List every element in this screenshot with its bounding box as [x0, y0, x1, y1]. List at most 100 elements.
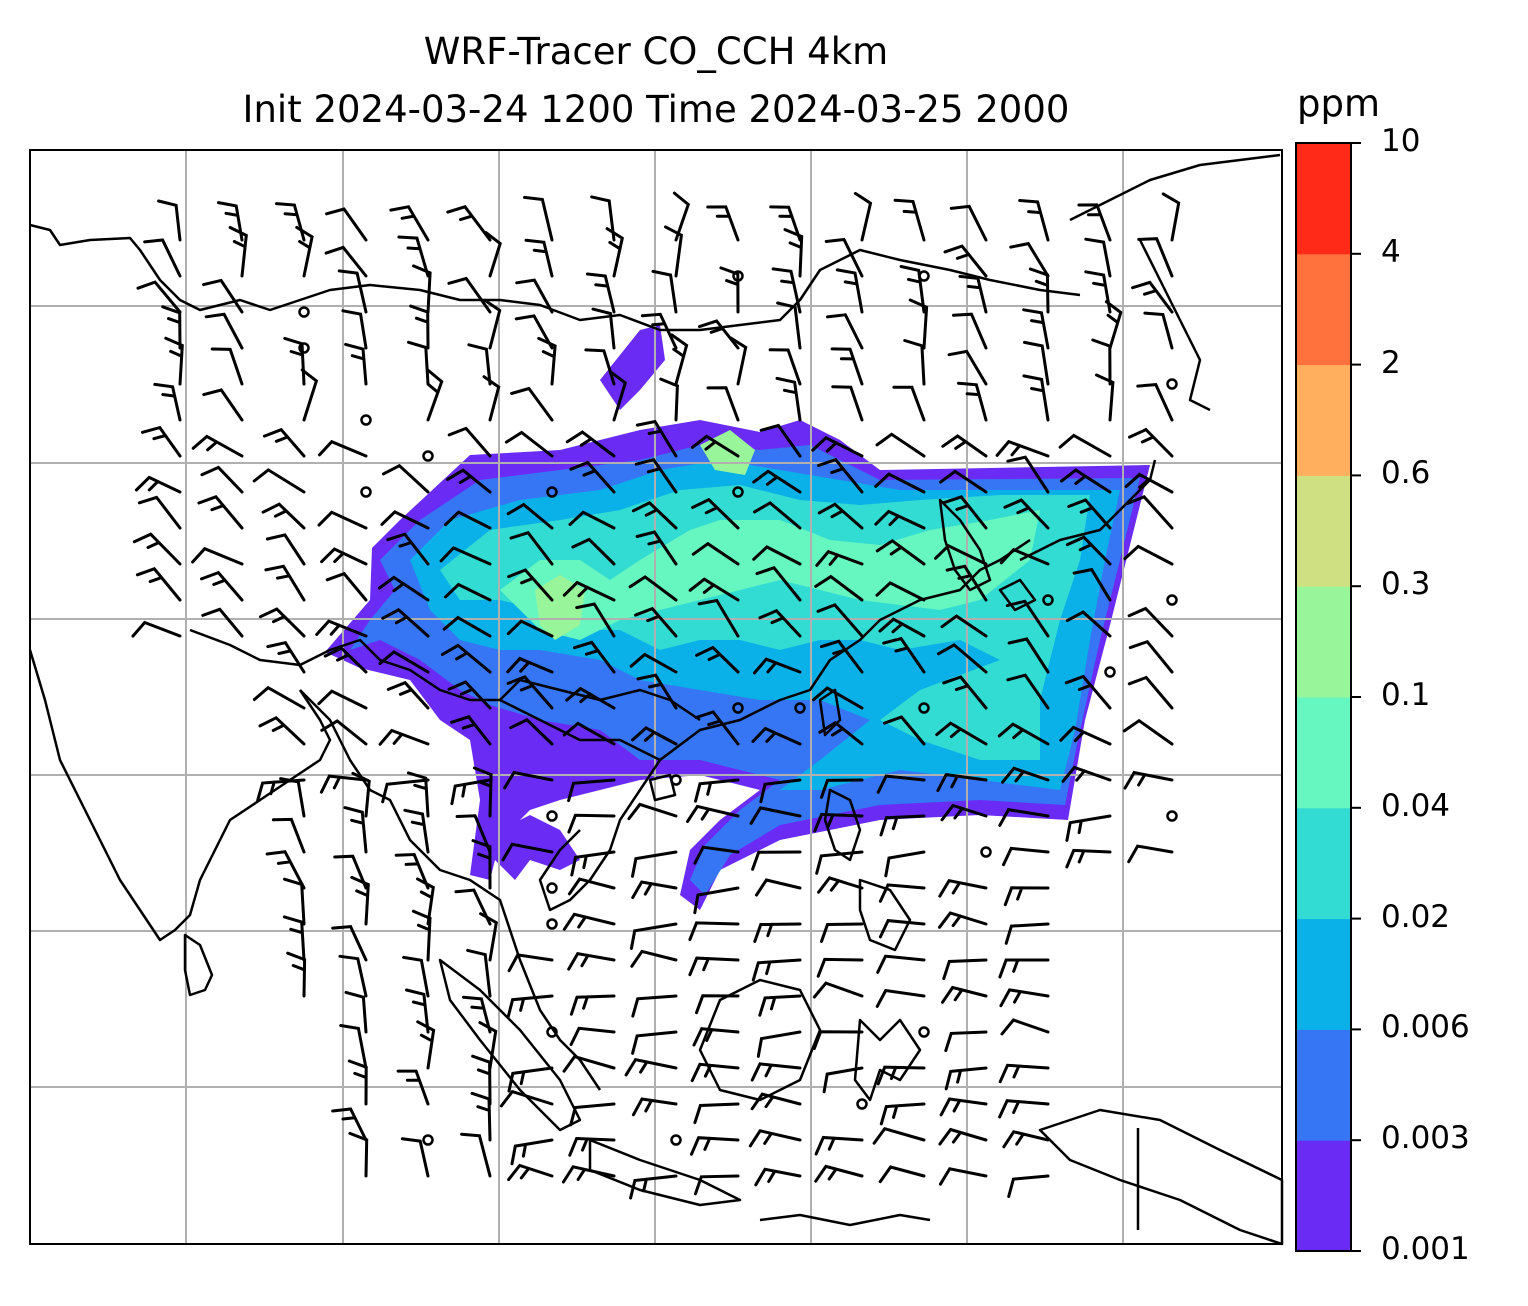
wind-barb	[402, 955, 430, 998]
colorbar-tick-label: 0.04	[1381, 787, 1451, 824]
wind-barb	[812, 981, 864, 999]
colorbar-segment	[1296, 364, 1351, 476]
calm-wind-circle	[980, 846, 992, 858]
wind-barb	[400, 1137, 430, 1178]
wind-barb	[561, 1165, 616, 1184]
wind-barb	[875, 581, 926, 602]
wind-barb	[769, 205, 802, 242]
wind-barb	[688, 956, 740, 977]
wind-barb	[694, 1174, 740, 1196]
calm-wind-circle	[546, 918, 558, 930]
wind-barb	[609, 370, 628, 422]
wind-barb	[874, 472, 926, 494]
wind-barb	[816, 603, 864, 638]
wind-barb	[686, 804, 740, 823]
wind-barb	[934, 543, 988, 566]
wind-barb	[883, 715, 926, 746]
wind-barb	[455, 814, 492, 854]
wind-barb	[386, 532, 430, 566]
wind-barb	[135, 567, 182, 602]
wind-barb	[876, 1065, 926, 1086]
colorbar-segment	[1296, 586, 1351, 698]
wind-barb	[470, 1091, 492, 1142]
wind-barb	[875, 432, 926, 458]
colorbar-unit-label: ppm	[1297, 82, 1381, 125]
wind-barb	[351, 771, 371, 818]
wind-barb	[132, 532, 182, 566]
philippines-luzon	[823, 788, 862, 862]
wind-barb	[691, 541, 740, 566]
wind-barb	[768, 348, 802, 386]
calm-wind-circle	[1104, 666, 1116, 678]
wind-barb	[348, 1131, 369, 1178]
colorbar-segment	[1296, 253, 1351, 366]
wind-barb	[942, 495, 988, 530]
wind-barb	[659, 377, 679, 422]
colorbar-segment	[1296, 918, 1351, 1030]
wind-barb	[997, 722, 1050, 746]
wind-barb	[1004, 922, 1050, 945]
map-title-line1: WRF-Tracer CO_CCH 4km	[423, 30, 889, 73]
wind-barb	[397, 235, 430, 278]
colorbar-tick-label: 0.3	[1381, 566, 1431, 603]
calm-wind-circle	[422, 450, 434, 462]
wind-barb	[944, 1030, 988, 1053]
wind-barb	[1022, 374, 1050, 422]
wind-barb	[706, 386, 740, 422]
wind-barb	[319, 774, 368, 794]
wind-barb	[378, 728, 430, 746]
colorbar-tick-label: 0.6	[1381, 455, 1431, 492]
wind-barb	[1084, 270, 1112, 314]
korea-peninsula	[938, 498, 992, 592]
wind-barb	[878, 1165, 926, 1184]
tracer-plume-north-lobe	[600, 325, 665, 410]
wind-barb	[876, 774, 926, 794]
wind-barb	[141, 425, 182, 458]
wind-barb	[1009, 241, 1050, 278]
wind-barb	[407, 340, 430, 386]
wind-barb	[1128, 427, 1174, 458]
wind-barb	[882, 636, 926, 674]
wind-barb	[998, 1063, 1050, 1084]
wind-barb	[567, 951, 616, 971]
sulawesi	[853, 1018, 922, 1102]
wind-barb	[776, 301, 802, 350]
wind-barb	[444, 510, 492, 530]
wind-barb	[631, 994, 678, 1018]
wind-barb	[1131, 280, 1174, 314]
wind-barb	[153, 382, 182, 422]
wind-barb	[381, 778, 430, 804]
wind-barb	[634, 606, 678, 638]
wind-barb	[515, 278, 554, 314]
wind-barb	[506, 675, 554, 710]
wind-barb	[751, 726, 802, 746]
wind-barb	[164, 336, 184, 386]
wind-barb	[998, 808, 1050, 827]
wind-barb	[1003, 886, 1050, 907]
japan-kyushu	[998, 578, 1037, 612]
wind-barb	[1143, 311, 1174, 350]
wind-barb	[571, 537, 616, 566]
colorbar-tick-label: 0.006	[1381, 1009, 1470, 1046]
wind-barb	[569, 994, 616, 1016]
wind-barb	[567, 877, 616, 896]
wind-barb	[1137, 237, 1174, 278]
wind-barb	[1122, 718, 1174, 746]
wind-barb	[344, 990, 368, 1034]
wind-barb	[202, 388, 244, 422]
wind-barb	[1104, 300, 1123, 350]
wind-barb	[1065, 848, 1112, 869]
wind-barb	[1006, 455, 1050, 494]
colorbar-tick-label: 0.001	[1381, 1231, 1470, 1267]
wind-barb	[816, 957, 864, 978]
wind-barb	[958, 274, 988, 314]
wind-barb	[537, 336, 557, 386]
wind-barb	[813, 812, 864, 833]
wind-barb	[878, 919, 926, 939]
wind-barb	[879, 814, 926, 837]
wind-barb	[758, 609, 802, 638]
sri-lanka	[183, 933, 214, 997]
wind-barb	[1125, 495, 1174, 530]
wind-barb	[908, 298, 929, 350]
